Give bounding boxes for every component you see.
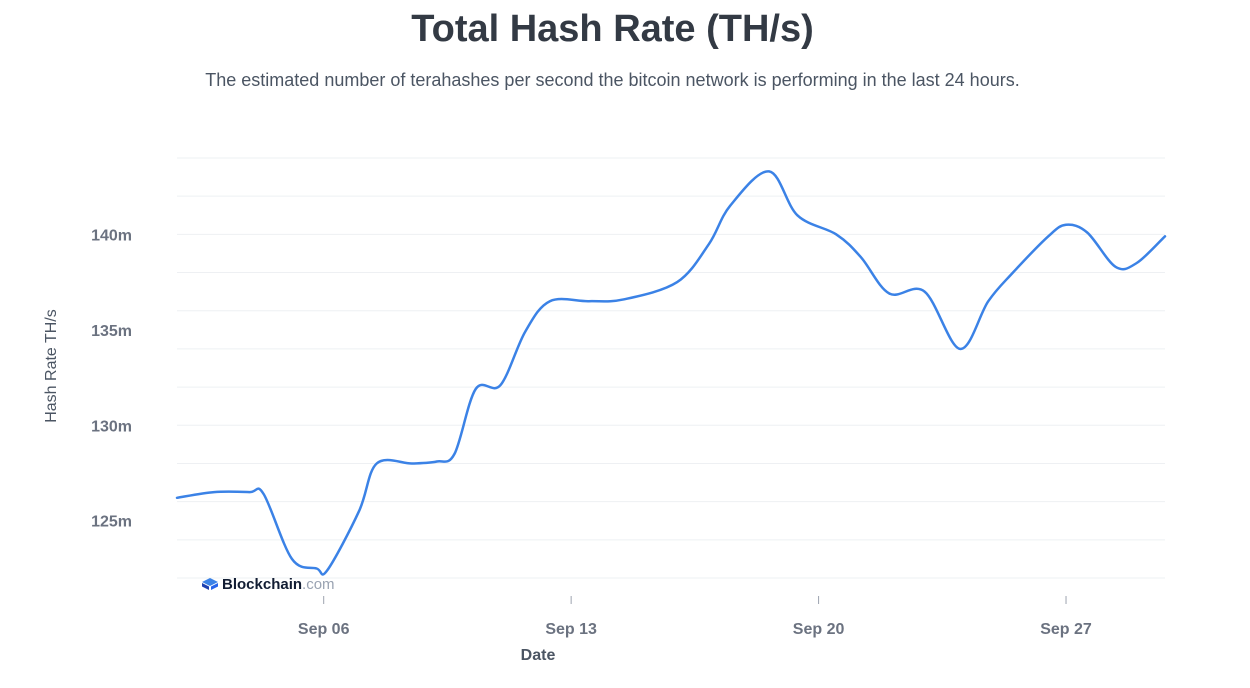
data-point bbox=[923, 290, 926, 293]
x-tick-label: Sep 06 bbox=[298, 621, 350, 638]
data-point bbox=[411, 462, 413, 465]
data-point bbox=[248, 491, 251, 493]
y-tick-label: 135m bbox=[91, 323, 132, 340]
data-point bbox=[959, 348, 961, 350]
data-point bbox=[835, 233, 838, 236]
data-point bbox=[176, 497, 178, 499]
x-tick-label: Sep 27 bbox=[1040, 621, 1092, 638]
data-point bbox=[1065, 224, 1067, 226]
blockchain-watermark: Blockchain.com bbox=[201, 576, 335, 593]
data-point bbox=[1086, 231, 1088, 234]
data-point bbox=[1114, 266, 1117, 268]
data-point bbox=[729, 204, 731, 207]
data-point bbox=[291, 558, 293, 560]
y-tick-label: 140m bbox=[91, 227, 132, 244]
data-point bbox=[1047, 235, 1050, 238]
data-point bbox=[623, 298, 625, 301]
watermark-name: Blockchain bbox=[222, 576, 303, 593]
data-point bbox=[436, 460, 438, 463]
data-point bbox=[358, 510, 360, 512]
data-point bbox=[326, 569, 329, 572]
hash-rate-line bbox=[175, 170, 1167, 576]
data-point bbox=[1164, 235, 1166, 238]
data-point bbox=[524, 330, 526, 333]
data-point bbox=[375, 462, 378, 465]
data-point bbox=[315, 567, 318, 570]
x-axis-label: Date bbox=[520, 647, 556, 664]
data-point bbox=[1012, 271, 1014, 274]
data-point bbox=[768, 170, 770, 173]
data-point bbox=[549, 300, 551, 303]
x-tick-label: Sep 20 bbox=[793, 621, 845, 638]
data-point bbox=[676, 281, 678, 283]
y-tick-label: 125m bbox=[91, 514, 132, 531]
data-point bbox=[474, 388, 477, 390]
watermark-tld: .com bbox=[302, 576, 335, 593]
data-point bbox=[453, 453, 456, 455]
data-point bbox=[708, 243, 710, 245]
chart-subtitle: The estimated number of terahashes per s… bbox=[205, 70, 1020, 90]
series-layer bbox=[175, 170, 1167, 576]
chart-title: Total Hash Rate (TH/s) bbox=[411, 8, 814, 50]
data-point bbox=[796, 214, 799, 217]
data-point bbox=[213, 491, 215, 493]
grid bbox=[177, 157, 1165, 579]
x-tick-label: Sep 13 bbox=[545, 621, 597, 638]
data-point bbox=[499, 384, 502, 387]
data-point bbox=[1135, 262, 1138, 264]
y-axis-label: Hash Rate TH/s bbox=[43, 309, 60, 423]
data-point bbox=[588, 300, 590, 303]
data-point bbox=[987, 300, 990, 303]
y-axis-ticks: 125m 130m 135m 140m bbox=[91, 227, 132, 530]
y-tick-label: 130m bbox=[91, 418, 132, 435]
data-point bbox=[888, 292, 891, 295]
blockchain-logo-icon bbox=[202, 578, 218, 590]
data-point bbox=[860, 256, 862, 259]
data-point bbox=[262, 493, 265, 495]
x-axis-ticks: Sep 06 Sep 13 Sep 20 Sep 27 bbox=[298, 596, 1092, 638]
